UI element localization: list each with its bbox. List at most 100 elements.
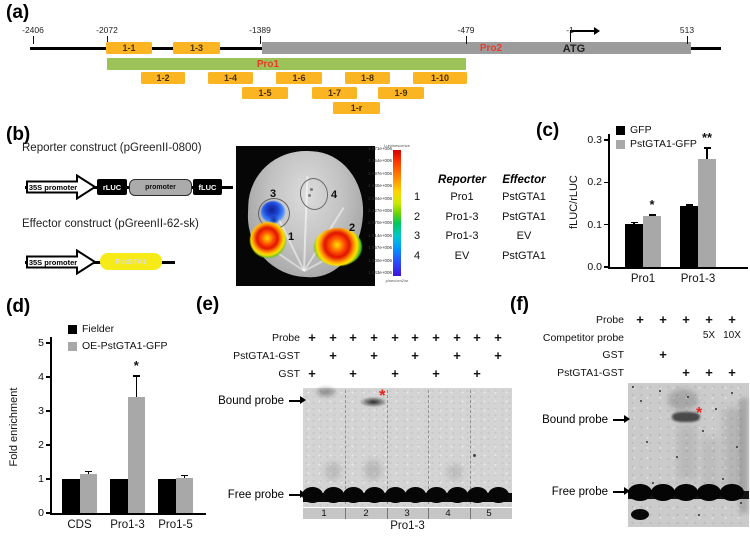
right-arrow-icon <box>613 415 630 423</box>
table-header-effector: Effector <box>502 174 546 186</box>
coordinate-label: -2406 <box>22 25 44 35</box>
y-tick <box>604 223 608 226</box>
free-probe-label: Free probe <box>551 486 608 498</box>
assay-mark: + <box>636 312 644 327</box>
pstgta1-box: PstGTA1 <box>100 253 162 270</box>
fragment-box-1-4: 1-4 <box>208 72 253 84</box>
panel-d-label: (d) <box>6 296 31 317</box>
assay-mark: + <box>659 312 667 327</box>
y-tick-label: 1 <box>38 473 44 485</box>
table-cell-reporter: EV <box>454 250 470 263</box>
assay-mark: + <box>453 330 461 345</box>
right-arrow-icon <box>289 490 306 498</box>
gel-streak <box>724 408 742 493</box>
leaf-mark <box>310 188 313 191</box>
y-axis <box>608 134 610 267</box>
fragment-box-1-10: 1-10 <box>413 72 467 84</box>
degraded-probe-band <box>631 509 649 520</box>
legend-swatch <box>68 325 77 334</box>
assay-mark: + <box>349 366 357 381</box>
significance-mark: * <box>133 358 139 374</box>
coordinate-tick <box>687 36 688 44</box>
gel-smudge <box>317 388 335 396</box>
lane-divider <box>345 390 346 504</box>
table-cell-effector: PstGTA1 <box>502 191 546 203</box>
tss-arrow-shaft <box>569 30 595 32</box>
fragment-box-1-8: 1-8 <box>345 72 390 84</box>
y-tick <box>46 512 50 514</box>
table-row-number: 1 <box>413 191 421 203</box>
lane-separator <box>470 508 471 519</box>
lane-divider <box>428 390 429 504</box>
assay-mark: + <box>494 348 502 363</box>
table-cell-effector: PstGTA1 <box>502 210 546 223</box>
free-probe-band <box>363 487 385 503</box>
combination-table: 1 Pro1 PstGTA1 2 Pro1-3 PstGTA1 3 Pro1-3 EV 4 EV Ps… <box>405 191 565 273</box>
coordinate-label: -479 <box>457 25 475 35</box>
tss-arrow-head-icon <box>594 26 600 35</box>
assay-row-label: GST <box>278 368 300 380</box>
assay-mark: + <box>659 347 667 362</box>
lane-number: 5 <box>486 508 492 519</box>
lane-separator <box>345 508 346 519</box>
lane-divider <box>387 390 388 504</box>
colorbar-tick-label: 2.327e+006 <box>368 208 392 213</box>
assay-mark: + <box>453 348 461 363</box>
pro2-label: Pro2 <box>479 43 503 54</box>
assay-mark: + <box>370 330 378 345</box>
legend-swatch <box>68 342 77 351</box>
assay-mark: + <box>391 366 399 381</box>
genomic-line-right <box>691 47 721 50</box>
y-tick <box>604 181 608 184</box>
y-tick-label: 3 <box>38 405 44 417</box>
coordinate-label: 513 <box>679 25 695 35</box>
gel-smear <box>668 389 698 411</box>
pro1-label: Pro1 <box>256 59 280 70</box>
bar-OE-PstGTA1-GFP <box>175 478 193 513</box>
y-tick-label: 0 <box>38 507 44 519</box>
free-probe-label: Free probe <box>227 489 284 501</box>
luminescence-spot-1 <box>250 222 286 258</box>
colorbar-tick-label: 1.300e+006 <box>368 257 392 263</box>
error-bar <box>87 470 89 474</box>
assay-mark: + <box>473 330 481 345</box>
assay-row-label: PstGTA1-GST <box>233 350 300 362</box>
assay-row-label: Probe <box>595 314 624 326</box>
assay-row-label: Competitor probe <box>542 332 624 344</box>
y-tick <box>46 444 50 446</box>
coordinate-tick <box>33 36 34 44</box>
panel-b-label: (b) <box>6 124 31 145</box>
assay-mark: + <box>494 330 502 345</box>
bound-band-asterisk: * <box>696 405 703 422</box>
legend-swatch <box>616 126 625 135</box>
leaf-spot-label-2: 2 <box>349 222 356 234</box>
category-label: Pro1-3 <box>110 519 145 531</box>
gel-streak <box>739 398 748 513</box>
bar-Fielder <box>62 479 80 513</box>
y-tick-label: 0.3 <box>587 134 602 146</box>
free-probe-pointer: Free probe <box>227 489 306 501</box>
bar-Fielder <box>110 479 128 513</box>
category-label: Pro1 <box>630 273 656 285</box>
fluc-box: fLUC <box>193 179 222 195</box>
coordinate-tick <box>107 36 108 44</box>
fragment-box-1-5: 1-5 <box>242 87 288 99</box>
leaf-spot-label-1: 1 <box>288 231 295 243</box>
fragment-box-1-6: 1-6 <box>276 72 322 84</box>
error-bar-cap <box>84 470 92 472</box>
tss-arrow-riser <box>569 30 571 42</box>
y-tick-label: 2 <box>38 439 44 451</box>
colorbar-tick-label: 1.043e+006 <box>368 270 392 275</box>
35s-promoter-label: 35S promoter <box>29 258 77 267</box>
panel-a-promoter-map: (a) Pro2 ATG Pro1 -2406 -2072 -1389 -479 -1 5… <box>0 0 750 120</box>
table-row-number: 2 <box>413 210 421 223</box>
error-bar-cap <box>648 214 656 216</box>
assay-mark: + <box>308 366 316 381</box>
fragment-box-1-r: 1-r <box>333 102 380 114</box>
35s-promoter-arrow-icon: 35S promoter <box>26 249 97 275</box>
gel-streak <box>678 425 696 480</box>
table-cell-effector: EV <box>516 230 532 243</box>
right-arrow-icon <box>613 487 630 495</box>
gel-smear <box>325 462 341 480</box>
promoter-box: promoter <box>129 179 192 196</box>
